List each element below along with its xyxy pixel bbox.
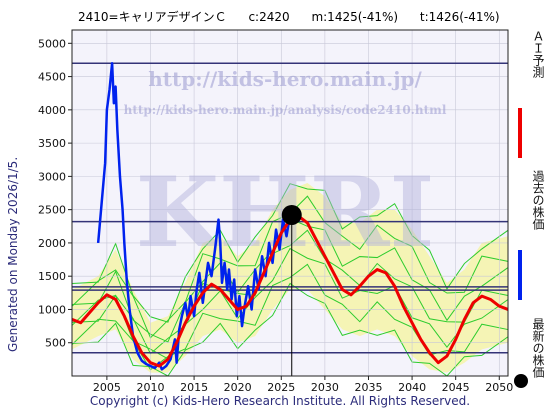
- y-tick-label: 3000: [38, 170, 66, 183]
- x-tick-label: 2040: [398, 381, 426, 394]
- generated-date-label: Generated on Monday 2026/1/5.: [6, 156, 20, 352]
- y-tick-label: 4500: [38, 71, 66, 84]
- watermark-url: http://kids-hero.main.jp/: [148, 67, 422, 91]
- ticker-name: 2410=キャリアデザインＣ: [78, 10, 227, 24]
- legend-latest-label: 最新の株価: [531, 318, 545, 378]
- legend-past-label: 過去の株価: [531, 170, 545, 230]
- legend-past-swatch: [518, 250, 522, 300]
- x-tick-label: 2030: [311, 381, 339, 394]
- y-tick-label: 2500: [38, 204, 66, 217]
- y-tick-label: 1000: [38, 303, 66, 316]
- x-tick-label: 2020: [224, 381, 252, 394]
- legend-ai-label: ＡＩ予測: [531, 30, 545, 78]
- y-tick-label: 5000: [38, 37, 66, 50]
- x-tick-label: 2025: [267, 381, 295, 394]
- latest-price-marker: [281, 204, 302, 225]
- y-tick-label: 3500: [38, 137, 66, 150]
- m-value: m:1425(-41%): [311, 10, 399, 24]
- y-tick-label: 2000: [38, 237, 66, 250]
- legend-ai-swatch: [518, 108, 522, 158]
- legend-latest-marker: [514, 374, 528, 388]
- current-price: c:2420: [248, 10, 290, 24]
- x-tick-label: 2010: [136, 381, 164, 394]
- x-tick-label: 2005: [93, 381, 121, 394]
- x-tick-label: 2045: [442, 381, 470, 394]
- chart-header: 2410=キャリアデザインＣ c:2420 m:1425(-41%) t:142…: [78, 8, 518, 26]
- t-value: t:1426(-41%): [419, 10, 500, 24]
- copyright-footer: Copyright (c) Kids-Hero Research Institu…: [89, 394, 471, 408]
- y-tick-label: 1500: [38, 270, 66, 283]
- x-tick-label: 2015: [180, 381, 208, 394]
- y-tick-label: 4000: [38, 104, 66, 117]
- x-tick-label: 2050: [485, 381, 513, 394]
- plot-frame: [71, 29, 509, 377]
- chart-legend: ＡＩ予測 過去の株価 最新の株価: [514, 30, 554, 390]
- watermark-url-analysis: http://kids-hero.main.jp/analysis/code24…: [124, 103, 447, 117]
- y-tick-label: 500: [45, 337, 66, 350]
- x-tick-label: 2035: [354, 381, 382, 394]
